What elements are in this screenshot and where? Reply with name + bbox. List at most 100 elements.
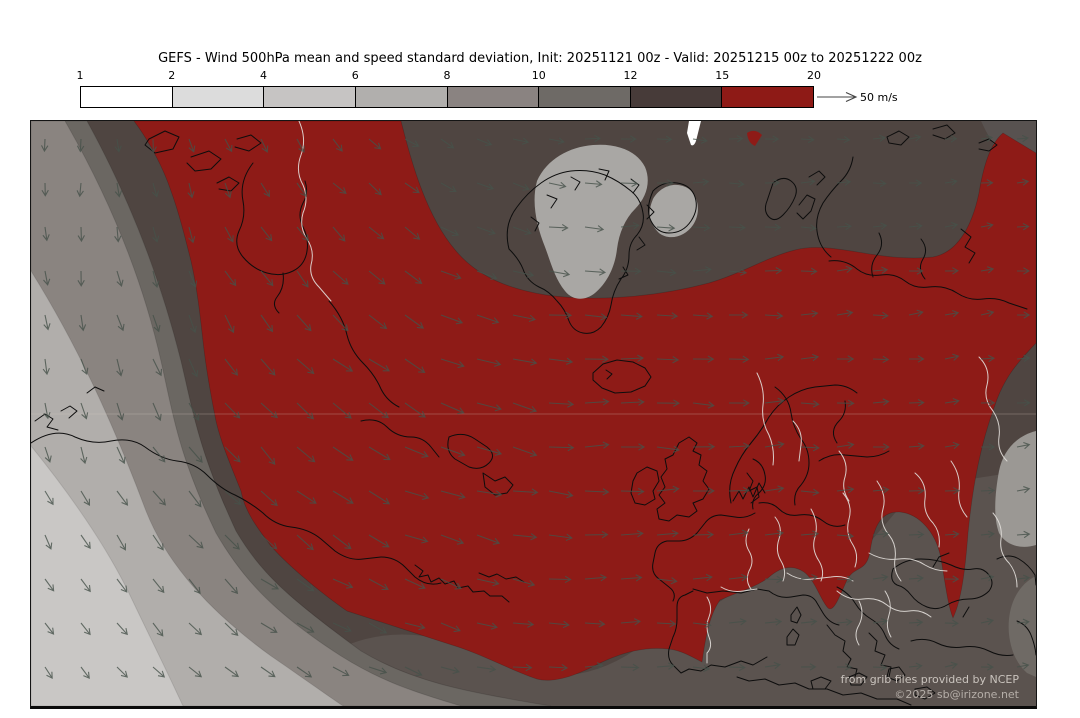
- wind-arrow: [800, 353, 820, 362]
- wind-arrow: [836, 178, 852, 186]
- wind-arrow: [188, 314, 197, 334]
- wind-arrow: [836, 399, 855, 407]
- wind-arrow: [404, 358, 426, 374]
- wind-arrow: [332, 182, 347, 195]
- wind-arrow: [620, 398, 645, 406]
- wind-arrow: [80, 490, 91, 506]
- wind-arrow: [43, 402, 51, 420]
- wind-arrow: [1016, 267, 1030, 275]
- wind-arrow: [729, 311, 749, 319]
- wind-arrow: [944, 619, 959, 627]
- wind-arrow: [404, 270, 423, 285]
- wind-arrow: [764, 485, 785, 493]
- colorbar-segment-10-12: [539, 87, 631, 107]
- wind-arrow: [332, 490, 354, 504]
- wind-arrow: [368, 138, 382, 150]
- wind-arrow: [1016, 486, 1031, 494]
- wind-arrow: [584, 225, 605, 233]
- wind-arrow: [188, 226, 196, 244]
- wind-arrow: [476, 490, 503, 498]
- wind-arrow: [116, 666, 128, 678]
- wind-arrow: [188, 270, 198, 288]
- colorbar-tick-15: 15: [715, 69, 730, 82]
- wind-arrow: [368, 270, 386, 285]
- wind-arrow: [512, 578, 536, 588]
- wind-arrow: [149, 138, 157, 154]
- wind-arrow: [368, 358, 391, 372]
- wind-arrow: [404, 622, 426, 631]
- wind-arrow: [224, 270, 237, 287]
- wind-arrow: [152, 226, 160, 243]
- wind-arrow: [260, 666, 276, 678]
- wind-arrow: [872, 663, 888, 672]
- wind-arrow: [620, 487, 645, 496]
- wind-arrow: [80, 534, 91, 550]
- wind-arrow: [728, 663, 746, 672]
- wind-arrow: [584, 398, 610, 406]
- wind-arrow: [944, 353, 960, 361]
- wind-arrow: [836, 618, 853, 626]
- wind-arrow: [764, 135, 780, 143]
- colorbar-segment-12-15: [630, 87, 723, 107]
- wind-arrow: [152, 666, 166, 678]
- wind-arrow: [260, 534, 278, 550]
- wind-arrow: [152, 622, 164, 637]
- wind-arrow: [512, 137, 530, 145]
- colorbar: [80, 86, 814, 108]
- wind-arrow: [872, 443, 890, 451]
- wind-arrow: [296, 314, 312, 332]
- wind-arrow: [908, 267, 924, 275]
- wind-arrow: [764, 661, 781, 670]
- wind-arrow: [80, 446, 88, 465]
- wind-arrow: [908, 662, 923, 670]
- wind-arrow: [80, 358, 89, 376]
- wind-arrow: [836, 265, 853, 274]
- wind-arrow: [620, 135, 637, 143]
- wind-arrow: [872, 530, 890, 538]
- wind-arrow: [548, 575, 572, 584]
- colorbar-tick-4: 4: [260, 69, 267, 82]
- wind-arrow: [44, 666, 53, 680]
- wind-arrow: [44, 578, 55, 592]
- wind-arrow: [152, 578, 165, 594]
- wind-arrow: [944, 661, 959, 669]
- wind-arrow: [584, 313, 608, 321]
- wind-arrow: [476, 402, 502, 412]
- wind-arrow: [368, 226, 385, 240]
- wind-arrow: [188, 138, 196, 153]
- wind-arrow: [908, 179, 923, 187]
- wind-arrow: [260, 358, 276, 376]
- wind-arrow: [548, 357, 574, 365]
- wind-arrow: [548, 663, 569, 672]
- wind-arrow: [872, 179, 887, 188]
- wind-arrow: [656, 179, 674, 187]
- wind-arrow: [548, 311, 573, 319]
- wind-arrow: [1016, 222, 1030, 231]
- wind-arrow: [656, 268, 677, 277]
- wind-arrow: [476, 534, 501, 545]
- wind-arrow: [440, 314, 464, 325]
- wind-arrow: [728, 618, 747, 626]
- wind-arrow: [332, 534, 352, 550]
- wind-arrow: [1016, 399, 1031, 407]
- credit-line-1: from grib files provided by NCEP: [841, 673, 1020, 686]
- wind-arrow: [728, 223, 747, 232]
- wind-arrow: [584, 355, 609, 363]
- wind-arrow: [512, 446, 538, 457]
- wind-arrow: [764, 266, 783, 275]
- wind-arrow: [440, 182, 457, 193]
- wind-arrow: [296, 138, 305, 153]
- wind-arrow: [764, 179, 781, 187]
- wind-arrow: [548, 181, 567, 190]
- wind-arrow: [224, 138, 233, 153]
- colorbar-segment-2-4: [172, 87, 265, 107]
- wind-arrow: [77, 226, 85, 243]
- wind-arrow: [41, 138, 49, 153]
- wind-arrow: [332, 446, 354, 461]
- colorbar-segment-4-6: [264, 87, 356, 107]
- wind-arrow: [800, 573, 819, 582]
- wind-arrow: [980, 354, 996, 363]
- wind-arrow: [1016, 134, 1029, 143]
- wind-arrow: [332, 622, 352, 633]
- wind-arrow: [584, 620, 606, 628]
